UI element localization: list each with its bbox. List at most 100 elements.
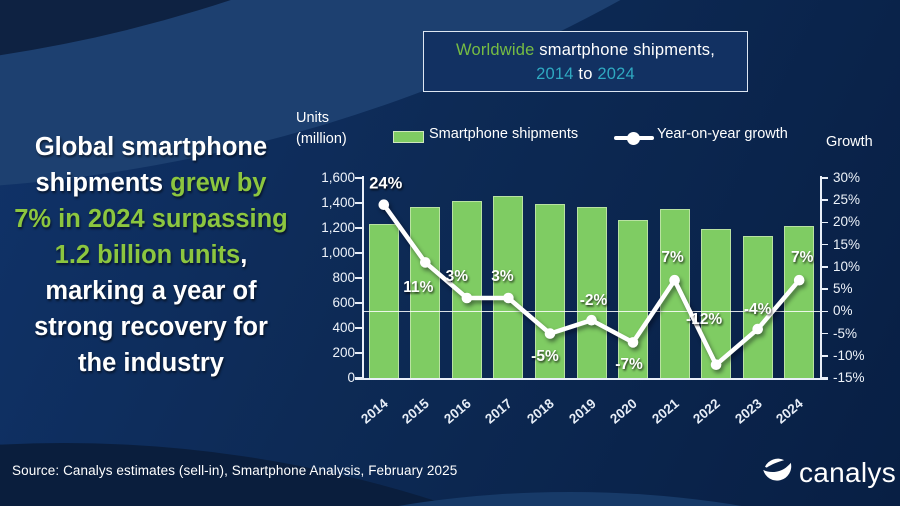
right-tick-mark xyxy=(821,177,828,179)
growth-point-2014 xyxy=(378,199,390,210)
right-tick-label: -5% xyxy=(833,325,858,341)
text-line: strong recovery for xyxy=(4,309,298,345)
right-tick-mark xyxy=(821,221,828,224)
left-tick-label: 200 xyxy=(332,345,355,360)
left-tick-label: 1,200 xyxy=(321,220,355,235)
left-tick-label: 1,000 xyxy=(321,245,355,260)
left-axis-line xyxy=(362,176,364,380)
left-tick-label: 800 xyxy=(332,270,355,285)
left-tick-mark xyxy=(355,327,362,329)
right-tick-mark xyxy=(821,332,828,335)
bar-2023 xyxy=(742,235,773,378)
right-tick-label: 25% xyxy=(833,192,861,208)
left-axis-title: Units (million) xyxy=(296,108,347,150)
right-tick-mark xyxy=(821,355,828,357)
text-line: Global smartphone xyxy=(4,129,298,165)
growth-point-2017 xyxy=(503,292,514,304)
growth-point-2022 xyxy=(710,359,722,370)
bar-2018 xyxy=(534,204,565,378)
text-segment: 2014 xyxy=(536,64,574,83)
growth-value-label-2021: 7% xyxy=(661,249,684,267)
legend-bar-swatch xyxy=(393,131,424,143)
legend-bar-label: Smartphone shipments xyxy=(429,126,579,142)
bar-2024 xyxy=(784,225,815,378)
right-tick-label: -10% xyxy=(833,347,865,363)
bar-2014 xyxy=(368,224,399,378)
text-segment: marking a year of xyxy=(45,277,257,305)
source-note: Source: Canalys estimates (sell-in), Sma… xyxy=(12,463,458,478)
text-line: marking a year of xyxy=(4,273,298,309)
growth-value-label-2015: 11% xyxy=(403,279,434,297)
text-segment: smartphone shipments, xyxy=(534,40,716,59)
growth-value-label-2020: -7% xyxy=(615,356,643,374)
text-segment: 2024 xyxy=(597,64,635,83)
text-segment: Worldwide xyxy=(455,40,535,59)
text-line: 7% in 2024 surpassing xyxy=(4,201,298,237)
text-line: Worldwide smartphone shipments, xyxy=(456,38,715,62)
right-tick-mark xyxy=(821,243,828,246)
growth-value-label-2017: 3% xyxy=(491,268,514,285)
left-tick-label: 400 xyxy=(332,320,355,335)
text-segment: , xyxy=(240,241,248,269)
growth-value-label-2014: 24% xyxy=(369,174,403,193)
text-segment: to xyxy=(573,64,598,83)
right-tick-label: -15% xyxy=(833,370,865,385)
text-line: the industry xyxy=(4,345,298,381)
left-tick-mark xyxy=(355,302,362,304)
text-segment: the industry xyxy=(78,349,224,377)
growth-point-2024 xyxy=(793,274,805,286)
right-tick-label: 30% xyxy=(833,170,861,185)
plot-area: 24% 11% 3% 3% -5% -2% -7% 7% -12% -4% 7% 1,600 1,40… xyxy=(321,170,864,427)
text-line: 1.2 billion units, xyxy=(4,237,298,273)
left-tick-mark xyxy=(355,177,362,179)
bar-2019 xyxy=(576,207,607,378)
right-tick-label: 15% xyxy=(833,236,861,252)
growth-value-label-2018: -5% xyxy=(531,347,559,365)
left-axis-title-line2: (million) xyxy=(296,131,347,147)
left-tick-mark xyxy=(355,202,362,204)
right-tick-mark xyxy=(821,288,828,290)
legend-line-label: Year-on-year growth xyxy=(657,126,788,142)
growth-point-2018 xyxy=(544,328,556,339)
growth-value-label-2016: 3% xyxy=(445,268,469,285)
bar-2017 xyxy=(493,195,524,378)
right-axis-line xyxy=(820,176,822,380)
left-tick-label: 1,400 xyxy=(321,195,355,210)
text-segment: Global smartphone xyxy=(34,133,268,161)
left-tick-label: 0 xyxy=(347,370,355,385)
left-tick-mark xyxy=(355,277,362,279)
left-tick-label: 600 xyxy=(332,295,355,310)
x-axis-label-2018: 2018 xyxy=(524,395,557,427)
text-segment: 1.2 billion units xyxy=(54,241,241,269)
growth-point-2021 xyxy=(669,274,680,286)
growth-line-layer xyxy=(378,199,805,370)
right-tick-mark xyxy=(821,199,828,201)
growth-value-label-2022: -12% xyxy=(686,310,723,328)
right-tick-mark xyxy=(821,377,828,379)
growth-point-2016 xyxy=(461,292,473,304)
right-tick-label: 5% xyxy=(833,281,853,297)
right-tick-label: 0% xyxy=(833,303,853,319)
legend-line-marker-icon xyxy=(627,131,640,145)
left-tick-mark xyxy=(355,377,362,379)
left-tick-label: 1,600 xyxy=(321,170,355,185)
canalys-logo-text: canalys xyxy=(799,457,897,488)
left-axis-title-line1: Units xyxy=(296,110,330,126)
left-tick-mark xyxy=(355,352,362,354)
headline-text: Global smartphone shipments grew by 7% in … xyxy=(4,129,298,381)
text-line: 2014 to 2024 xyxy=(536,62,635,86)
text-segment: shipments xyxy=(35,169,171,197)
right-axis-title: Growth xyxy=(826,134,873,150)
growth-point-2023 xyxy=(752,323,763,335)
text-segment: strong recovery for xyxy=(34,313,268,341)
bar-2020 xyxy=(618,219,649,378)
x-axis-line xyxy=(355,378,828,380)
growth-value-label-2023: -4% xyxy=(743,301,772,319)
right-tick-mark xyxy=(821,310,828,313)
right-tick-label: 20% xyxy=(833,214,861,230)
canalys-logo: canalys xyxy=(761,455,896,491)
text-segment: 7% in 2024 surpassing xyxy=(14,205,288,233)
growth-value-label-2019: -2% xyxy=(579,292,608,310)
text-segment: grew by xyxy=(170,169,267,197)
